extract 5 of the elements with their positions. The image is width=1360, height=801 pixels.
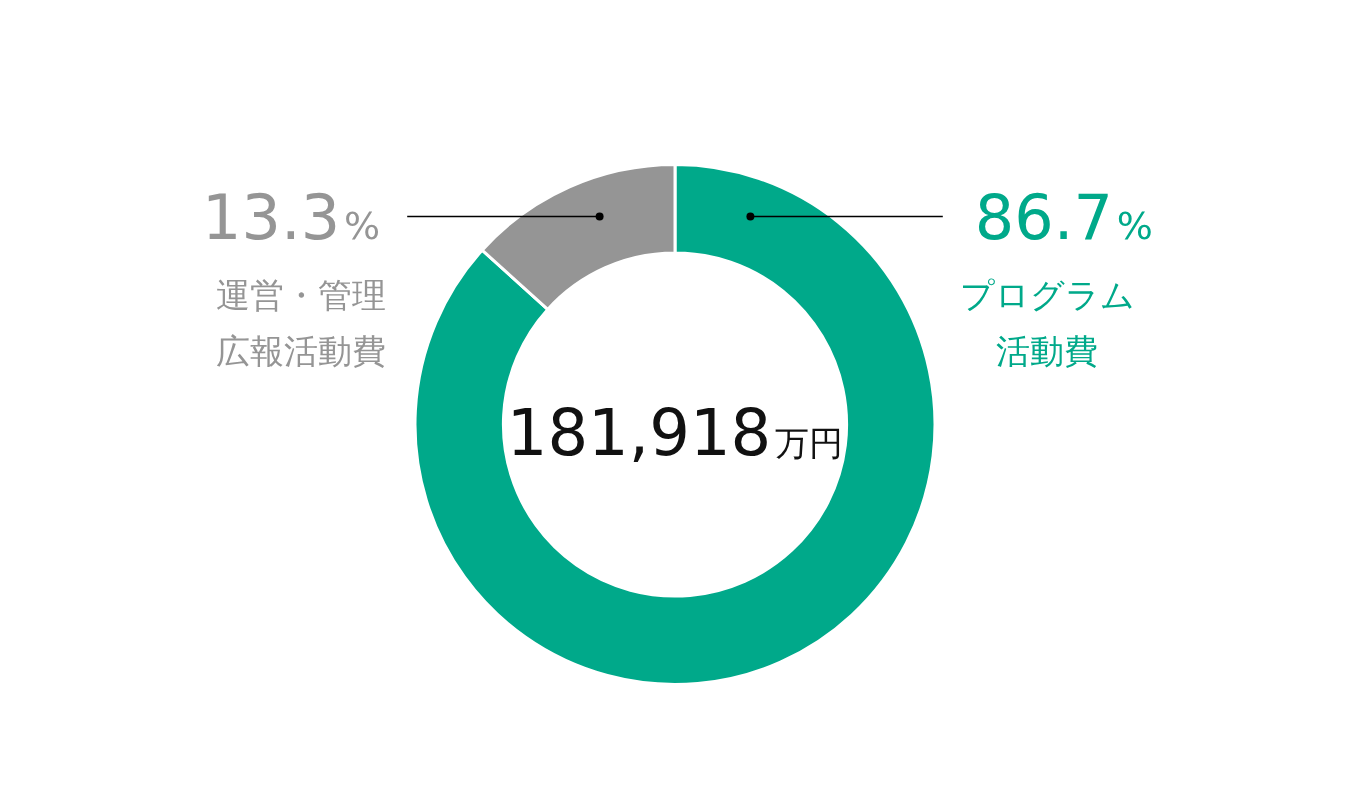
data-label: 86.7%	[974, 180, 1153, 254]
slice-label: プログラム活動費	[959, 274, 1135, 371]
text: 181,918万円	[506, 395, 844, 470]
slice-label: 運営・管理広報活動費	[216, 274, 387, 371]
data-label: 13.3%	[202, 180, 381, 254]
